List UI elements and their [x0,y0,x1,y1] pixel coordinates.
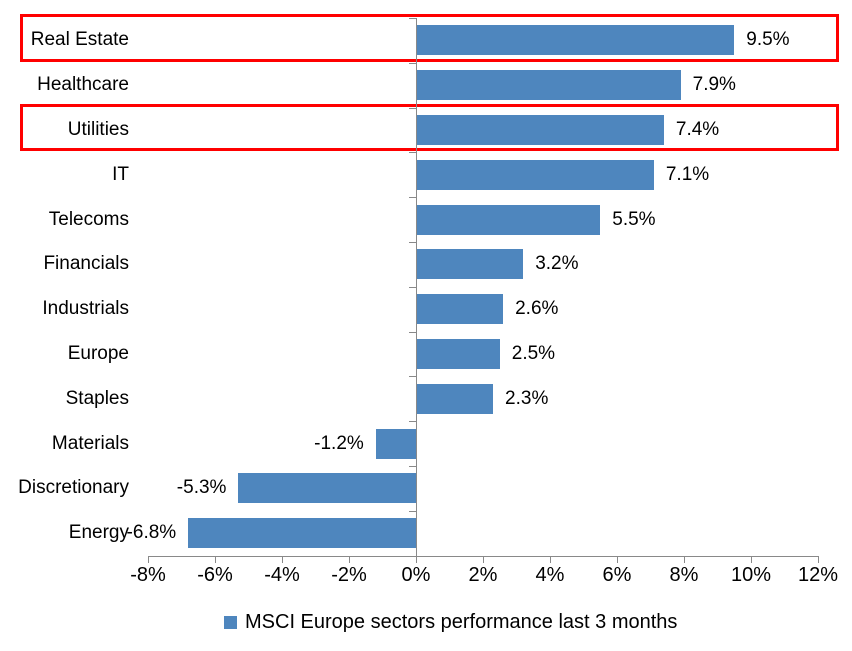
y-axis-tick [409,197,416,199]
bar-staples [416,383,494,414]
y-axis-tick [409,62,416,64]
data-label-europe: 2.5% [511,342,556,364]
x-tick-label-3: -2% [331,564,367,586]
y-axis-tick [409,152,416,154]
category-label-it: IT [112,163,129,185]
bar-discretionary [238,473,416,504]
highlight-box-real-estate [20,14,839,62]
y-axis-tick [409,107,416,109]
data-label-energy: -6.8% [126,522,177,544]
data-label-real-estate: 9.5% [746,29,790,51]
x-tick-label-0: -8% [130,564,166,586]
data-label-industrials: 2.6% [515,298,559,320]
y-axis-tick [409,241,416,243]
data-label-financials: 3.2% [535,253,579,275]
x-axis-tick [349,555,350,563]
bar-telecoms [416,204,601,235]
x-tick-label-9: 10% [730,564,772,586]
bar-it [416,159,654,190]
category-label-real-estate: Real Estate [30,29,129,51]
x-axis-tick [215,555,216,563]
bar-europe [416,338,500,369]
legend-label: MSCI Europe sectors performance last 3 m… [245,610,678,633]
category-label-europe: Europe [67,342,129,364]
data-label-discretionary: -5.3% [176,477,227,499]
y-axis-tick [409,286,416,288]
x-axis-tick [550,555,551,563]
category-label-energy: Energy [68,522,129,544]
category-label-telecoms: Telecoms [48,208,129,230]
x-axis-tick [751,555,752,563]
x-axis-tick [483,555,484,563]
y-axis-tick [409,376,416,378]
bar-real-estate [416,25,735,56]
y-axis-tick [409,331,416,333]
legend-swatch-icon [224,615,237,629]
bar-utilities [416,114,664,145]
bar-industrials [416,294,504,325]
category-label-healthcare: Healthcare [37,74,129,96]
highlight-box-utilities [20,103,839,152]
x-axis-tick [282,555,283,563]
x-tick-label-10: 12% [797,564,839,586]
legend: MSCI Europe sectors performance last 3 m… [224,608,677,636]
x-axis-tick [617,555,618,563]
y-axis-tick [409,510,416,512]
category-label-discretionary: Discretionary [18,477,129,499]
y-axis-tick [409,18,416,19]
category-label-financials: Financials [43,253,129,275]
x-tick-label-8: 8% [669,564,699,586]
category-label-utilities: Utilities [67,118,129,140]
x-axis-tick [818,555,819,563]
data-label-healthcare: 7.9% [692,74,736,96]
category-label-industrials: Industrials [42,298,129,320]
bar-energy [188,518,416,549]
y-axis-line [416,18,417,556]
y-axis-tick [409,465,416,467]
bar-financials [416,249,524,280]
data-label-telecoms: 5.5% [612,208,656,230]
data-label-utilities: 7.4% [675,118,720,140]
x-axis-tick [148,555,149,563]
x-tick-label-1: -6% [197,564,233,586]
data-label-staples: 2.3% [505,387,549,409]
x-tick-label-4: 0% [401,564,431,586]
data-label-it: 7.1% [665,163,710,185]
category-label-staples: Staples [65,387,129,409]
x-tick-label-7: 6% [602,564,632,586]
data-label-materials: -1.2% [314,432,364,454]
bar-materials [375,428,416,459]
y-axis-tick [409,421,416,423]
x-tick-label-6: 4% [535,564,565,586]
category-label-materials: Materials [51,432,129,454]
bar-healthcare [416,70,681,101]
x-axis-tick [416,555,417,563]
x-tick-label-2: -4% [264,564,300,586]
x-axis-tick [684,555,685,563]
x-tick-label-5: 2% [468,564,498,586]
